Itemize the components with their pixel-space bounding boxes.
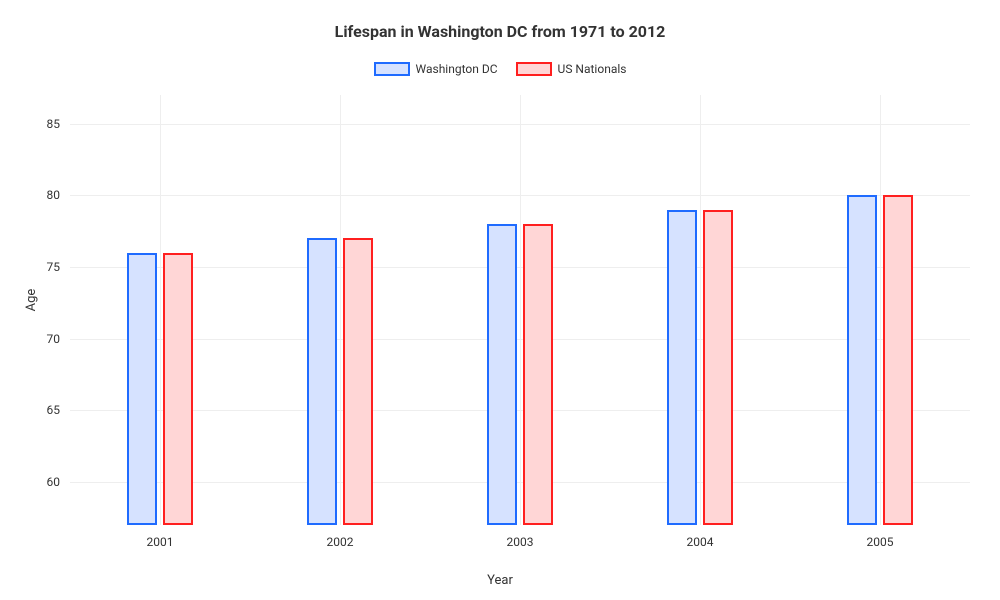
x-tick-label: 2005: [867, 535, 894, 549]
bar: [487, 224, 517, 525]
plot-area: 60657075808520012002200320042005: [70, 95, 970, 525]
bar: [847, 195, 877, 525]
legend-swatch-washington-dc: [374, 62, 410, 76]
legend-label-washington-dc: Washington DC: [416, 62, 498, 76]
gridline-v: [880, 95, 881, 525]
gridline-v: [340, 95, 341, 525]
y-tick-label: 75: [47, 260, 61, 274]
gridline-v: [700, 95, 701, 525]
y-tick-label: 70: [47, 332, 61, 346]
x-tick-label: 2001: [147, 535, 174, 549]
bar: [883, 195, 913, 525]
bar: [703, 210, 733, 525]
x-tick-label: 2004: [687, 535, 714, 549]
y-tick-label: 60: [47, 475, 61, 489]
legend-swatch-us-nationals: [516, 62, 552, 76]
bar: [127, 253, 157, 525]
gridline-v: [520, 95, 521, 525]
y-axis-label: Age: [24, 289, 39, 312]
y-tick-label: 80: [47, 188, 61, 202]
bar: [523, 224, 553, 525]
bar: [163, 253, 193, 525]
bar: [307, 238, 337, 525]
legend-item-washington-dc: Washington DC: [374, 62, 498, 76]
legend-item-us-nationals: US Nationals: [516, 62, 627, 76]
legend-label-us-nationals: US Nationals: [558, 62, 627, 76]
chart-title: Lifespan in Washington DC from 1971 to 2…: [0, 22, 1000, 41]
gridline-v: [160, 95, 161, 525]
x-axis-label: Year: [0, 573, 1000, 588]
lifespan-bar-chart: Lifespan in Washington DC from 1971 to 2…: [0, 0, 1000, 600]
bar: [343, 238, 373, 525]
chart-legend: Washington DC US Nationals: [0, 62, 1000, 76]
x-tick-label: 2003: [507, 535, 534, 549]
x-tick-label: 2002: [327, 535, 354, 549]
y-tick-label: 85: [47, 117, 61, 131]
y-tick-label: 65: [47, 403, 61, 417]
bar: [667, 210, 697, 525]
